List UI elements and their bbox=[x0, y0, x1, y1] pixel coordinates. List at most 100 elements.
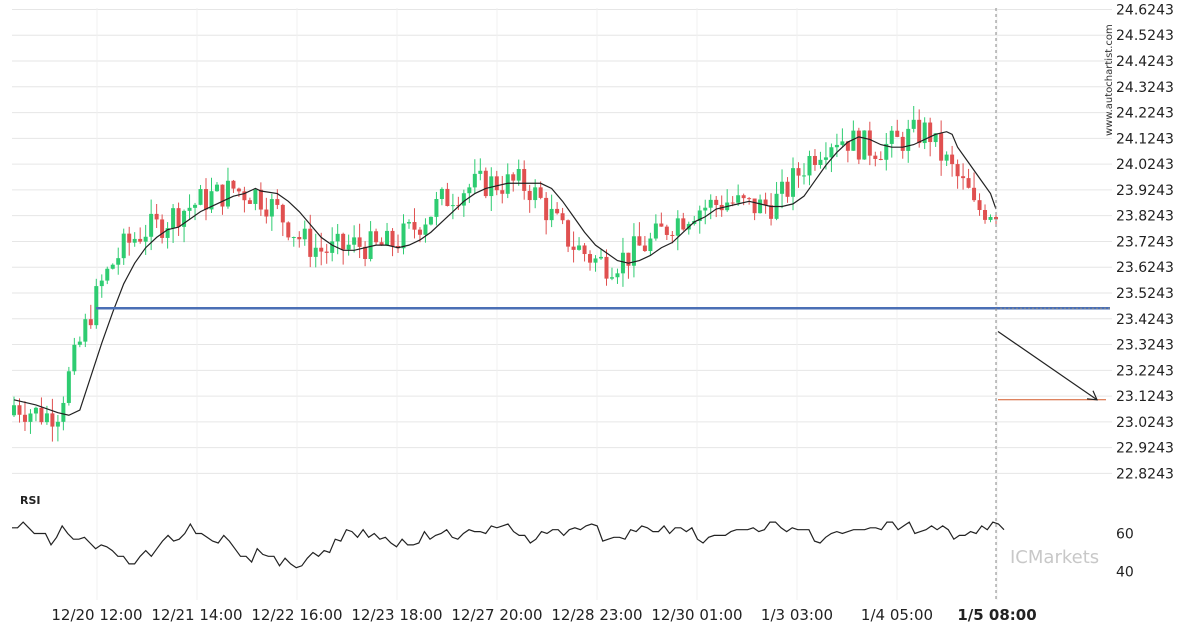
candle-body bbox=[972, 187, 977, 201]
candle-body bbox=[895, 130, 900, 137]
y-tick-label: 24.6243 bbox=[1116, 2, 1174, 18]
candle-body bbox=[127, 233, 132, 243]
candle-body bbox=[741, 195, 746, 199]
candle-body bbox=[55, 421, 60, 427]
y-tick-label: 24.0243 bbox=[1116, 157, 1174, 173]
candle-body bbox=[494, 176, 499, 191]
candle-body bbox=[851, 130, 856, 151]
candle-body bbox=[406, 222, 411, 224]
candle-body bbox=[681, 218, 686, 230]
rsi-label: RSI bbox=[20, 494, 41, 507]
candle-body bbox=[889, 130, 894, 144]
candle-body bbox=[198, 189, 203, 205]
candle-body bbox=[615, 273, 620, 278]
candle-body bbox=[99, 280, 104, 287]
candle-body bbox=[714, 199, 719, 205]
candle-body bbox=[39, 407, 44, 423]
candle-body bbox=[61, 402, 66, 422]
candle-body bbox=[516, 168, 521, 181]
y-tick-label: 23.5243 bbox=[1116, 286, 1174, 302]
x-tick-label: 12/21 14:00 bbox=[151, 606, 242, 624]
candle-body bbox=[511, 174, 516, 181]
candle-body bbox=[275, 199, 280, 205]
candle-body bbox=[291, 237, 296, 239]
projection-arrow bbox=[997, 330, 1098, 401]
y-tick-label: 23.6243 bbox=[1116, 260, 1174, 276]
candle-body bbox=[374, 231, 379, 243]
candle-body bbox=[253, 189, 258, 204]
candle-body bbox=[577, 245, 582, 250]
candle-body bbox=[280, 204, 285, 223]
candle-body bbox=[791, 168, 796, 197]
candle-body bbox=[878, 158, 883, 160]
candle-body bbox=[933, 133, 938, 143]
candle-body bbox=[801, 175, 806, 177]
candle-body bbox=[522, 168, 527, 191]
candle-body bbox=[527, 190, 532, 201]
candle-body bbox=[620, 252, 625, 274]
candle-body bbox=[906, 128, 911, 151]
y-tick-label: 24.1243 bbox=[1116, 131, 1174, 147]
candle-body bbox=[110, 264, 115, 269]
candle-body bbox=[225, 180, 230, 207]
projection-line bbox=[997, 330, 1098, 401]
rsi-tick-label: 40 bbox=[1116, 565, 1134, 581]
candle-body bbox=[363, 246, 368, 259]
candle-body bbox=[609, 277, 614, 279]
candle-body bbox=[50, 413, 55, 427]
candle-body bbox=[478, 170, 483, 174]
y-tick-label: 23.1243 bbox=[1116, 389, 1174, 405]
candle-body bbox=[143, 236, 148, 242]
candle-body bbox=[780, 181, 785, 194]
y-tick-label: 23.4243 bbox=[1116, 312, 1174, 328]
candle-body bbox=[33, 407, 38, 414]
candle-body bbox=[588, 254, 593, 263]
candle-body bbox=[549, 208, 554, 221]
candle-body bbox=[911, 119, 916, 129]
candle-body bbox=[796, 168, 801, 176]
candle-body bbox=[939, 133, 944, 161]
candle-body bbox=[566, 220, 571, 247]
candle-body bbox=[450, 205, 455, 207]
candle-body bbox=[434, 198, 439, 217]
candle-body bbox=[220, 184, 225, 207]
candle-body bbox=[983, 210, 988, 220]
candle-body bbox=[44, 413, 49, 423]
candle-body bbox=[631, 236, 636, 266]
candle-body bbox=[116, 258, 121, 265]
candle-body bbox=[72, 344, 77, 372]
candle-body bbox=[324, 251, 329, 253]
candle-body bbox=[302, 228, 307, 240]
candle-body bbox=[264, 209, 269, 217]
candle-body bbox=[313, 247, 318, 257]
candle-body bbox=[944, 154, 949, 161]
candle-body bbox=[752, 198, 757, 214]
candle-body bbox=[697, 210, 702, 222]
x-tick-label: 1/3 03:00 bbox=[761, 606, 833, 624]
watermark: www.autochartist.com bbox=[1104, 24, 1115, 136]
candle-body bbox=[461, 193, 466, 206]
candle-body bbox=[17, 405, 22, 415]
candle-body bbox=[439, 188, 444, 199]
candle-body bbox=[105, 268, 110, 281]
x-tick-label: 12/27 20:00 bbox=[451, 606, 542, 624]
candle-body bbox=[319, 247, 324, 252]
candle-body bbox=[83, 319, 88, 342]
arrow-head bbox=[1086, 390, 1098, 401]
candle-body bbox=[763, 199, 768, 206]
candle-body bbox=[664, 226, 669, 235]
candle-body bbox=[670, 234, 675, 236]
candle-body bbox=[653, 223, 658, 239]
rsi-axis: 60 40 bbox=[1116, 527, 1134, 581]
y-tick-label: 23.9243 bbox=[1116, 183, 1174, 199]
candle-body bbox=[269, 199, 274, 217]
candle-body bbox=[214, 184, 219, 192]
candle-body bbox=[483, 170, 488, 197]
candle-body bbox=[873, 155, 878, 159]
candle-body bbox=[659, 223, 664, 227]
candle-body bbox=[736, 195, 741, 203]
candle-body bbox=[149, 213, 154, 237]
candle-body bbox=[379, 242, 384, 246]
candle-body bbox=[187, 207, 192, 211]
